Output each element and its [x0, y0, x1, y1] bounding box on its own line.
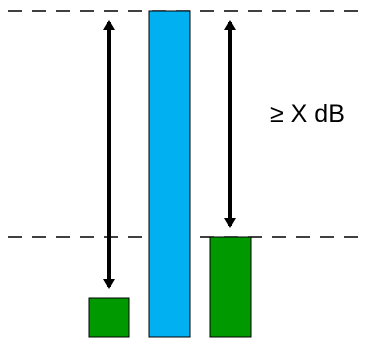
- right-green-bar: [209, 236, 252, 338]
- x-db-label: ≥ X dB: [270, 100, 345, 128]
- blue-bar: [148, 10, 191, 338]
- left-green-bar: [88, 297, 130, 338]
